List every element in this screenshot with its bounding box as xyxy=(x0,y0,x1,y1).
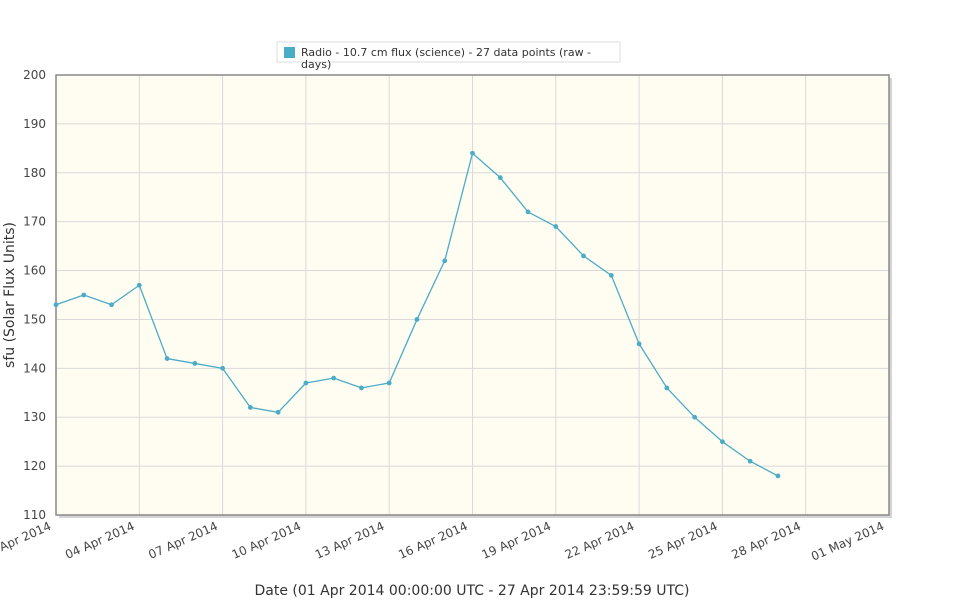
x-tick-label: 22 Apr 2014 xyxy=(563,519,636,562)
y-tick-label: 170 xyxy=(23,215,46,229)
legend-box xyxy=(276,41,621,63)
data-point xyxy=(331,375,337,381)
series-radio-flux xyxy=(53,150,781,479)
x-tick-label: 01 Apr 2014 xyxy=(0,519,53,562)
data-point xyxy=(359,385,364,391)
data-point xyxy=(720,439,725,445)
legend-label-line-1: Radio - 10.7 cm flux (science) - 27 data… xyxy=(301,46,591,59)
data-point xyxy=(386,380,392,386)
data-point xyxy=(470,150,475,156)
data-point xyxy=(275,409,281,415)
y-tick-label: 140 xyxy=(23,361,46,375)
data-point xyxy=(581,253,586,259)
data-point xyxy=(553,224,559,229)
y-tick-label: 110 xyxy=(23,508,46,522)
y-tick-label: 150 xyxy=(23,312,46,326)
x-tick-label: 25 Apr 2014 xyxy=(646,519,719,562)
data-point xyxy=(303,380,309,386)
data-point xyxy=(164,356,170,361)
y-tick-label: 120 xyxy=(23,459,46,473)
data-point xyxy=(192,361,198,366)
legend[interactable]: Radio - 10.7 cm flux (science) - 27 data… xyxy=(276,41,621,71)
x-tick-label: 28 Apr 2014 xyxy=(729,519,802,562)
y-axis-title: sfu (Solar Flux Units) xyxy=(2,222,18,368)
data-point xyxy=(81,292,87,298)
y-tick-label: 180 xyxy=(23,166,46,180)
data-point xyxy=(414,317,420,322)
x-tick-label: 07 Apr 2014 xyxy=(146,519,219,562)
y-tick-label: 190 xyxy=(23,117,46,131)
x-tick-label: 10 Apr 2014 xyxy=(230,519,303,562)
data-point xyxy=(442,258,448,264)
data-point xyxy=(220,365,226,371)
y-tick-label: 130 xyxy=(23,410,46,424)
x-tick-label: 19 Apr 2014 xyxy=(480,519,553,562)
data-point xyxy=(53,302,59,308)
data-point xyxy=(608,273,614,278)
x-tick-label: 16 Apr 2014 xyxy=(396,519,469,562)
data-point xyxy=(136,282,142,288)
grid xyxy=(55,74,890,516)
data-point xyxy=(497,175,503,181)
y-tick-label: 200 xyxy=(23,68,46,82)
data-point xyxy=(747,458,753,464)
y-tick-labels: 110 120 130 140 150 160 170 180 190 200 xyxy=(23,68,46,522)
data-point xyxy=(692,414,698,420)
legend-label-line-2: days) xyxy=(301,58,331,71)
x-tick-label: 01 May 2014 xyxy=(809,519,886,564)
data-point xyxy=(636,341,642,347)
x-axis-title: Date (01 Apr 2014 00:00:00 UTC - 27 Apr … xyxy=(255,583,690,599)
x-tick-label: 04 Apr 2014 xyxy=(63,519,136,562)
data-point xyxy=(525,209,531,215)
y-tick-label: 160 xyxy=(23,264,46,278)
legend-swatch xyxy=(284,47,295,58)
plot-frame xyxy=(55,74,890,516)
data-point xyxy=(109,302,114,308)
data-point xyxy=(664,385,670,391)
x-tick-label: 13 Apr 2014 xyxy=(313,519,386,562)
data-point xyxy=(247,405,253,410)
data-point xyxy=(775,473,781,479)
axes xyxy=(55,74,890,516)
